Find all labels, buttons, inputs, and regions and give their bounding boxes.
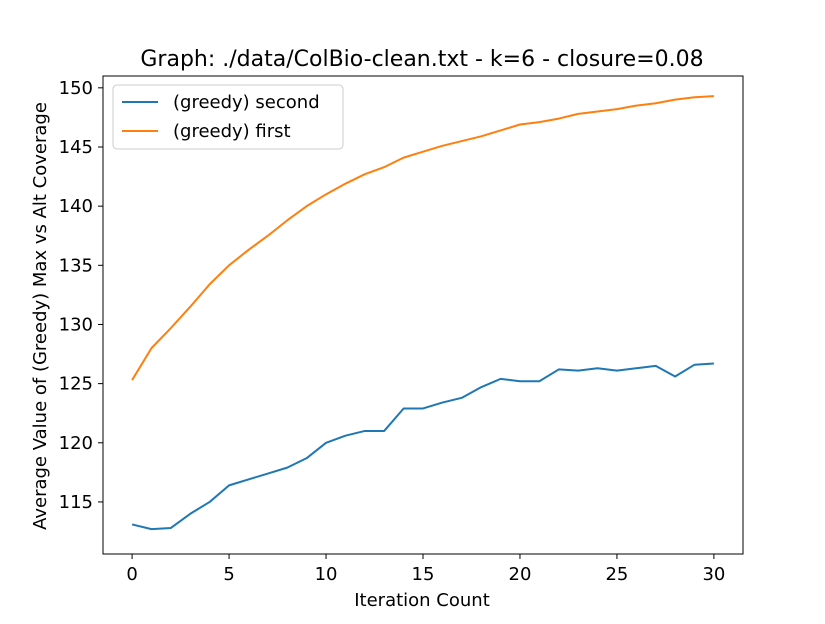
legend-label-0: (greedy) second xyxy=(173,92,320,113)
y-tick-label: 115 xyxy=(59,492,93,513)
x-tick-label: 5 xyxy=(223,564,234,585)
x-tick-label: 10 xyxy=(315,564,338,585)
plot-area: 0 5 10 15 20 25 30 115 120 125 130 135 140 145 150 xyxy=(59,75,744,585)
y-tick-label: 120 xyxy=(59,433,93,454)
y-tick-label: 130 xyxy=(59,314,93,335)
series-line-1 xyxy=(131,95,714,381)
x-tick-label: 0 xyxy=(126,564,137,585)
x-tick-label: 30 xyxy=(702,564,725,585)
x-axis-label: Iteration Count xyxy=(354,590,490,611)
y-tick-label: 140 xyxy=(59,196,93,217)
y-tick-label: 125 xyxy=(59,374,93,395)
y-axis-label: Average Value of (Greedy) Max vs Alt Cov… xyxy=(30,102,51,530)
legend-label-1: (greedy) first xyxy=(173,121,291,142)
x-tick-label: 15 xyxy=(412,564,435,585)
legend-box xyxy=(112,84,344,150)
legend: (greedy) second (greedy) first xyxy=(112,84,344,150)
chart-title: Graph: ./data/ColBio-clean.txt - k=6 - c… xyxy=(140,47,703,72)
y-tick-label: 150 xyxy=(59,78,93,99)
y-tick-label: 145 xyxy=(59,137,93,158)
x-tick-label: 25 xyxy=(605,564,628,585)
series-line-0 xyxy=(131,362,714,531)
x-tick-label: 20 xyxy=(509,564,532,585)
y-tick-label: 135 xyxy=(59,255,93,276)
